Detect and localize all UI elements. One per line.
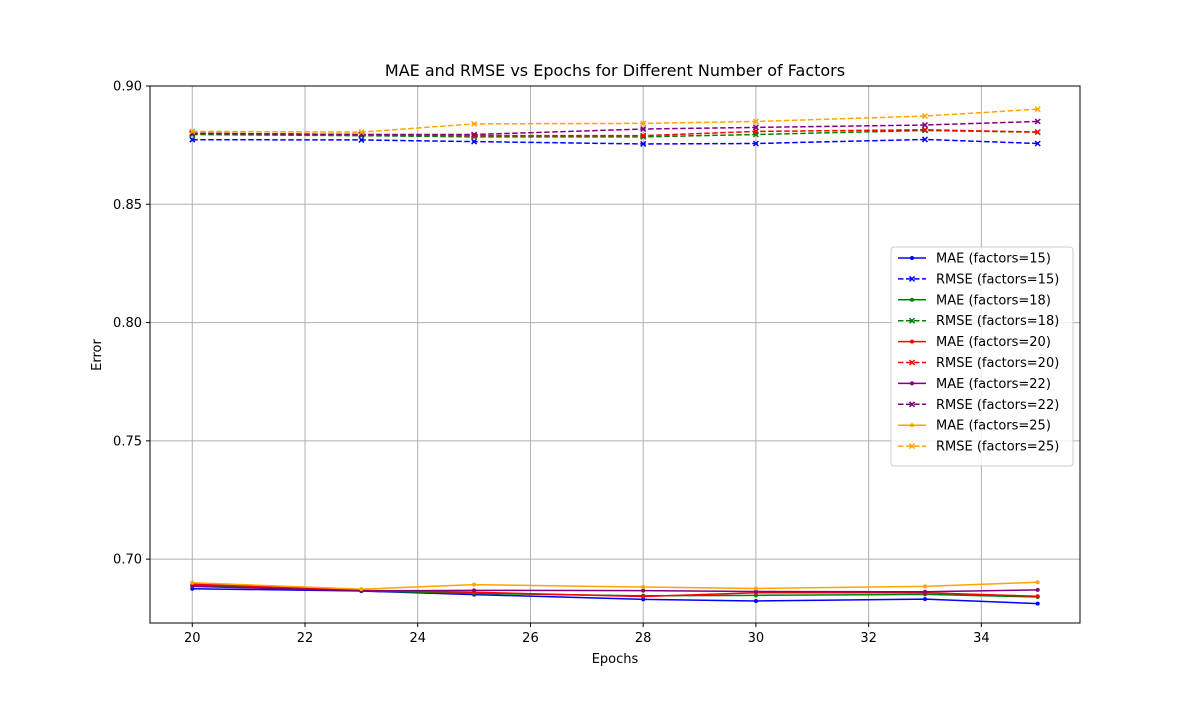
data-point	[1035, 580, 1040, 585]
series-mae-8	[190, 580, 1040, 592]
data-point	[190, 584, 195, 589]
legend-marker	[910, 381, 914, 386]
data-point	[640, 140, 647, 147]
data-point	[641, 585, 646, 590]
y-axis-label: Error	[90, 339, 105, 371]
y-tick-label: 0.75	[113, 434, 142, 449]
series-layer	[189, 106, 1041, 606]
legend-entry: MAE (factors=25)	[898, 419, 1051, 434]
x-tick-label: 20	[184, 631, 201, 646]
legend-label: MAE (factors=18)	[936, 293, 1051, 308]
legend-entry: RMSE (factors=18)	[898, 314, 1059, 329]
data-point	[640, 132, 647, 139]
data-point	[752, 124, 759, 131]
data-point	[752, 118, 759, 125]
data-point	[471, 131, 478, 138]
legend-entry: MAE (factors=22)	[898, 377, 1051, 392]
data-point	[1034, 118, 1041, 125]
data-point	[359, 587, 364, 592]
data-point	[923, 589, 927, 594]
legend: MAE (factors=15) RMSE (factors=15) MAE (fa…	[890, 246, 1074, 467]
legend-label: RMSE (factors=20)	[936, 356, 1059, 371]
y-tick-label: 0.80	[113, 316, 142, 331]
legend-marker	[908, 359, 916, 366]
data-point	[358, 129, 365, 136]
legend-entry: MAE (factors=15)	[898, 252, 1051, 267]
series-rmse-9	[189, 106, 1041, 136]
y-tick-label: 0.85	[113, 198, 142, 213]
data-point	[471, 120, 478, 127]
data-point	[921, 113, 929, 120]
data-point	[1035, 601, 1040, 606]
data-point	[641, 594, 646, 599]
data-point	[189, 136, 196, 143]
data-point	[753, 598, 758, 603]
data-point	[921, 122, 929, 129]
legend-entry: RMSE (factors=15)	[898, 272, 1059, 287]
data-point	[921, 136, 929, 143]
legend-marker	[910, 256, 914, 260]
x-tick-label: 22	[297, 631, 314, 646]
axis-layer: 20 22 24 26 28 30 32 34 0.70 0.75 0.80 0.85 0.90	[113, 80, 990, 647]
plot-area-frame	[149, 85, 1081, 624]
data-point	[641, 597, 646, 602]
legend-entry: MAE (factors=18)	[898, 293, 1051, 308]
data-point	[923, 597, 927, 602]
data-point	[1034, 129, 1041, 136]
data-point	[753, 586, 758, 591]
data-point	[189, 128, 196, 135]
legend-label: RMSE (factors=18)	[936, 314, 1059, 329]
legend-label: MAE (factors=25)	[936, 419, 1051, 434]
data-point	[641, 588, 646, 593]
x-tick-label: 32	[860, 631, 877, 646]
legend-label: MAE (factors=15)	[936, 252, 1051, 267]
x-tick-label: 34	[973, 631, 990, 646]
data-point	[472, 588, 477, 593]
y-tick-label: 0.90	[113, 80, 142, 95]
legend-marker	[910, 339, 914, 344]
data-point	[1035, 594, 1040, 599]
legend-marker	[908, 275, 916, 282]
data-point	[472, 582, 477, 587]
legend-label: MAE (factors=20)	[936, 335, 1051, 350]
x-axis-label: Epochs	[592, 652, 639, 667]
legend-label: RMSE (factors=15)	[936, 272, 1059, 287]
data-point	[923, 584, 927, 589]
legend-marker	[908, 443, 916, 450]
legend-label: RMSE (factors=25)	[936, 440, 1059, 455]
x-tick-label: 30	[748, 631, 765, 646]
data-point	[640, 120, 647, 127]
legend-label: RMSE (factors=22)	[936, 398, 1059, 413]
legend-entry: RMSE (factors=25)	[898, 440, 1059, 455]
data-point	[753, 589, 758, 594]
data-point	[1034, 106, 1041, 113]
data-point	[190, 580, 195, 585]
y-tick-label: 0.70	[113, 553, 142, 568]
chart-title: MAE and RMSE vs Epochs for Different Num…	[385, 61, 845, 80]
data-point	[921, 126, 929, 133]
data-point	[640, 126, 647, 133]
legend-box	[890, 246, 1074, 467]
legend-entry: RMSE (factors=20)	[898, 356, 1059, 371]
legend-marker	[908, 401, 916, 408]
legend-marker	[910, 297, 914, 302]
legend-marker	[910, 423, 914, 428]
legend-label: MAE (factors=22)	[936, 377, 1051, 392]
legend-entry: MAE (factors=20)	[898, 335, 1051, 350]
x-tick-label: 26	[522, 631, 539, 646]
data-point	[1034, 140, 1041, 147]
data-point	[752, 140, 759, 147]
series-rmse-7	[189, 118, 1041, 138]
legend-marker	[908, 317, 916, 324]
x-tick-label: 24	[409, 631, 426, 646]
data-point	[471, 138, 478, 145]
data-point	[1035, 587, 1040, 592]
legend-entry: RMSE (factors=22)	[898, 398, 1059, 413]
x-tick-label: 28	[635, 631, 652, 646]
